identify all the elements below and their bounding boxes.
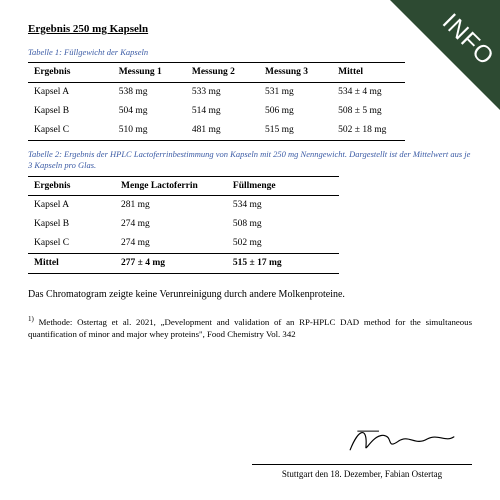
table-row: Kapsel C 510 mg 481 mg 515 mg 502 ± 18 m… xyxy=(28,121,405,140)
cell: Kapsel A xyxy=(28,196,115,215)
col-header: Messung 2 xyxy=(186,63,259,83)
table-row: Kapsel A 538 mg 533 mg 531 mg 534 ± 4 mg xyxy=(28,83,405,102)
col-header: Füllmenge xyxy=(227,176,339,196)
table-row: Kapsel A 281 mg 534 mg xyxy=(28,196,339,215)
footnote-text: Methode: Ostertag et al. 2021, „Developm… xyxy=(28,317,472,339)
cell: Kapsel B xyxy=(28,215,115,234)
table-row: Kapsel B 274 mg 508 mg xyxy=(28,215,339,234)
cell: Kapsel A xyxy=(28,83,113,102)
cell: 534 mg xyxy=(227,196,339,215)
cell: 533 mg xyxy=(186,83,259,102)
table-header-row: Ergebnis Messung 1 Messung 2 Messung 3 M… xyxy=(28,63,405,83)
cell: 510 mg xyxy=(113,121,186,140)
signature-caption: Stuttgart den 18. Dezember, Fabian Oster… xyxy=(252,464,472,480)
cell: 504 mg xyxy=(113,102,186,121)
cell: 506 mg xyxy=(259,102,332,121)
cell: 514 mg xyxy=(186,102,259,121)
cell: 515 mg xyxy=(259,121,332,140)
table-mean-row: Mittel 277 ± 4 mg 515 ± 17 mg xyxy=(28,253,339,273)
col-header: Ergebnis xyxy=(28,176,115,196)
table-header-row: Ergebnis Menge Lactoferrin Füllmenge xyxy=(28,176,339,196)
cell: 274 mg xyxy=(115,215,227,234)
table-row: Kapsel C 274 mg 502 mg xyxy=(28,234,339,253)
col-header: Ergebnis xyxy=(28,63,113,83)
cell: Kapsel B xyxy=(28,102,113,121)
col-header: Messung 3 xyxy=(259,63,332,83)
cell: 281 mg xyxy=(115,196,227,215)
table-lactoferrin: Ergebnis Menge Lactoferrin Füllmenge Kap… xyxy=(28,176,339,274)
cell: 274 mg xyxy=(115,234,227,253)
cell: 515 ± 17 mg xyxy=(227,253,339,273)
col-header: Messung 1 xyxy=(113,63,186,83)
footnote-marker: 1) xyxy=(28,315,34,323)
cell: 531 mg xyxy=(259,83,332,102)
cell: 538 mg xyxy=(113,83,186,102)
cell: 277 ± 4 mg xyxy=(115,253,227,273)
signature-icon xyxy=(342,421,462,457)
cell: 481 mg xyxy=(186,121,259,140)
cell: Kapsel C xyxy=(28,121,113,140)
cell: Kapsel C xyxy=(28,234,115,253)
col-header: Menge Lactoferrin xyxy=(115,176,227,196)
table2-caption: Tabelle 2: Ergebnis der HPLC Lactoferrin… xyxy=(28,149,472,172)
method-footnote: 1) Methode: Ostertag et al. 2021, „Devel… xyxy=(28,315,472,341)
cell: 502 mg xyxy=(227,234,339,253)
cell: Mittel xyxy=(28,253,115,273)
chromatogram-note: Das Chromatogram zeigte keine Verunreini… xyxy=(28,288,472,302)
table-row: Kapsel B 504 mg 514 mg 506 mg 508 ± 5 mg xyxy=(28,102,405,121)
signature-block: Stuttgart den 18. Dezember, Fabian Oster… xyxy=(252,421,472,480)
table-fill-weights: Ergebnis Messung 1 Messung 2 Messung 3 M… xyxy=(28,62,405,140)
cell: 502 ± 18 mg xyxy=(332,121,405,140)
cell: 508 mg xyxy=(227,215,339,234)
